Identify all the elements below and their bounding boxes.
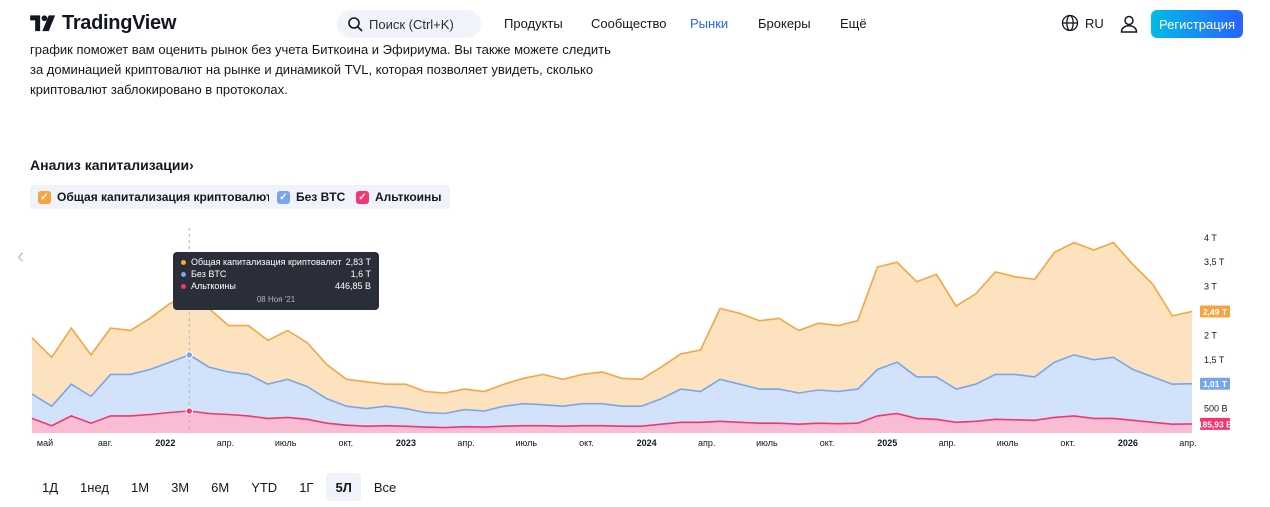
range-button-5y[interactable]: 5Л — [326, 473, 361, 501]
x-tick-label: апр. — [217, 438, 234, 448]
legend-label: Альткоины — [375, 190, 442, 204]
tooltip-label: Общая капитализация криптовалют — [191, 257, 342, 267]
checkbox-icon: ✓ — [38, 190, 51, 204]
intro-line: график поможет вам оценить рынок без уче… — [30, 42, 611, 57]
nav-markets[interactable]: Рынки — [690, 16, 729, 31]
chevron-right-icon: › — [189, 157, 194, 173]
top-navigation-bar: TradingView Поиск (Ctrl+K) Продукты Сооб… — [0, 0, 1270, 48]
series-line — [31, 410, 1193, 429]
highlight-point — [185, 351, 193, 359]
search-input[interactable]: Поиск (Ctrl+K) — [337, 10, 481, 38]
globe-icon — [1061, 14, 1079, 32]
search-icon — [348, 17, 363, 32]
x-tick-label: окт. — [338, 438, 353, 448]
logo-text: TradingView — [62, 12, 177, 34]
x-tick-label: июль — [275, 438, 297, 448]
tooltip-value: 2,83 T — [345, 257, 371, 267]
last-value-label: 2,49 T — [1203, 307, 1228, 317]
series-area — [32, 411, 1192, 433]
x-tick-label: апр. — [939, 438, 956, 448]
tradingview-logo-icon — [30, 14, 56, 31]
range-button-1y[interactable]: 1Г — [299, 479, 314, 495]
tooltip-row: Без BTC 1,6 T — [181, 268, 371, 280]
tooltip-value: 1,6 T — [350, 269, 371, 279]
x-tick-label: июль — [515, 438, 537, 448]
x-tick-label: июль — [997, 438, 1019, 448]
x-tick-label: 2025 — [877, 438, 897, 448]
x-tick-label: апр. — [698, 438, 715, 448]
x-tick-label: май — [37, 438, 53, 448]
tooltip-value: 446,85 B — [334, 281, 371, 291]
range-button-1w[interactable]: 1нед — [80, 479, 109, 495]
y-tick-label: 2 T — [1204, 330, 1217, 340]
range-button-ytd[interactable]: YTD — [251, 479, 278, 495]
nav-community[interactable]: Сообщество — [591, 16, 667, 31]
legend-label: Общая капитализация криптовалют — [57, 190, 272, 204]
tooltip-row: Общая капитализация криптовалют 2,83 T — [181, 256, 371, 268]
x-tick-label: апр. — [457, 438, 474, 448]
y-tick-label: 3 T — [1204, 282, 1217, 292]
highlight-point — [185, 407, 193, 415]
legend-toggle-altcoins[interactable]: ✓ Альткоины — [348, 185, 450, 209]
tradingview-logo[interactable]: TradingView — [30, 12, 176, 35]
checkbox-icon: ✓ — [277, 190, 290, 204]
search-placeholder: Поиск (Ctrl+K) — [369, 16, 454, 32]
checkbox-icon: ✓ — [356, 190, 369, 204]
tooltip-date: 08 Ноя '21 — [256, 295, 296, 304]
range-button-6m[interactable]: 6М — [211, 479, 230, 495]
legend-toggle-ex-btc[interactable]: ✓ Без BTC — [269, 185, 354, 209]
range-button-1d[interactable]: 1Д — [42, 479, 59, 495]
intro-line: криптовалют заблокировано в протоколах. — [30, 82, 288, 97]
range-selector: 1Д 1нед 1М 3М 6М YTD 1Г 5Л Все — [33, 473, 405, 501]
signup-button[interactable]: Регистрация — [1151, 10, 1243, 38]
nav-more[interactable]: Ещё — [840, 16, 867, 31]
last-value-label: 1,01 T — [1203, 379, 1228, 389]
section-title: Анализ капитализации — [30, 157, 190, 173]
intro-line: за доминацией криптовалют на рынке и дин… — [30, 62, 594, 77]
legend-label: Без BTC — [296, 190, 346, 204]
x-tick-label: окт. — [579, 438, 594, 448]
x-tick-label: июль — [756, 438, 778, 448]
series-dot-icon — [181, 271, 186, 277]
x-tick-label: 2024 — [637, 438, 657, 448]
x-tick-label: 2022 — [155, 438, 175, 448]
y-tick-label: 4 T — [1204, 233, 1217, 243]
tooltip-label: Без BTC — [191, 269, 227, 279]
series-line — [31, 354, 1193, 415]
user-icon[interactable] — [1119, 14, 1139, 34]
last-value-badge — [1200, 417, 1230, 430]
series-line — [31, 241, 1193, 394]
language-selector[interactable]: RU — [1061, 14, 1104, 32]
x-tick-label: авг. — [98, 438, 112, 448]
y-tick-label: 500 B — [1204, 404, 1228, 414]
tooltip-row: Альткоины 446,85 B — [181, 280, 371, 292]
last-value-label: 185,93 B — [1198, 419, 1233, 429]
x-tick-label: 2023 — [396, 438, 416, 448]
nav-brokers[interactable]: Брокеры — [758, 16, 811, 31]
series-area — [32, 354, 1192, 433]
chevron-left-icon[interactable]: ‹ — [17, 243, 25, 268]
nav-products[interactable]: Продукты — [504, 16, 563, 31]
range-button-all[interactable]: Все — [373, 479, 397, 495]
legend-toggle-total[interactable]: ✓ Общая капитализация криптовалют — [30, 185, 280, 209]
tooltip-label: Альткоины — [191, 281, 236, 291]
chart-tooltip: Общая капитализация криптовалют 2,83 T Б… — [173, 252, 379, 310]
y-tick-label: 3,5 T — [1204, 257, 1225, 267]
intro-text: график поможет вам оценить рынок без уче… — [30, 40, 650, 100]
series-dot-icon — [181, 283, 186, 289]
section-title-link[interactable]: Анализ капитализации› — [30, 157, 194, 173]
language-label: RU — [1085, 15, 1104, 31]
last-value-badge — [1200, 305, 1230, 318]
y-tick-label: 1,5 T — [1204, 355, 1225, 365]
x-tick-label: окт. — [820, 438, 835, 448]
x-tick-label: 2026 — [1118, 438, 1138, 448]
range-button-3m[interactable]: 3М — [171, 479, 190, 495]
range-button-1m[interactable]: 1М — [131, 479, 150, 495]
last-value-badge — [1200, 377, 1230, 390]
x-tick-label: апр. — [1179, 438, 1196, 448]
x-tick-label: окт. — [1060, 438, 1075, 448]
series-dot-icon — [181, 259, 186, 265]
